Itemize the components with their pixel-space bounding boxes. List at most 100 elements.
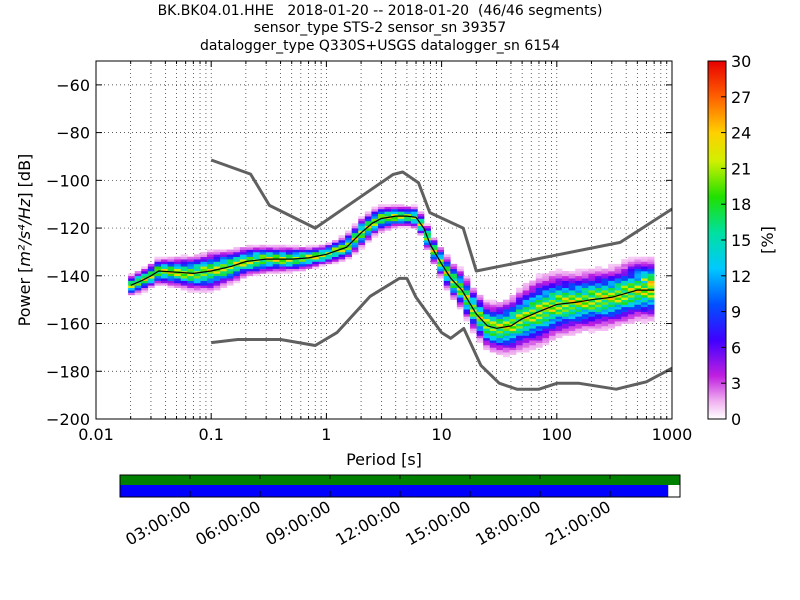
heatmap-cell bbox=[535, 275, 543, 279]
heatmap-cell bbox=[160, 263, 168, 267]
heatmap-cell bbox=[496, 345, 504, 348]
heatmap-cell bbox=[285, 271, 293, 274]
heatmap-cell bbox=[410, 211, 418, 215]
heatmap-cell bbox=[371, 225, 379, 229]
heatmap-cell bbox=[443, 275, 451, 279]
y-axis: −200 −180 −160 −140 −120 −100 −80 −60 bbox=[46, 76, 672, 429]
heatmap-cell bbox=[594, 313, 602, 317]
heatmap-cell bbox=[522, 342, 530, 346]
heatmap-cell bbox=[608, 287, 616, 291]
heatmap-cell bbox=[239, 273, 247, 277]
heatmap-cell bbox=[358, 244, 366, 248]
heatmap-cell bbox=[299, 251, 306, 255]
heatmap-cell bbox=[417, 220, 425, 224]
heatmap-cell bbox=[627, 294, 635, 298]
heatmap-cell bbox=[535, 292, 543, 296]
noise-model-low bbox=[211, 276, 672, 391]
heatmap-cell bbox=[614, 309, 622, 312]
heatmap-cell bbox=[233, 266, 241, 269]
y-tick-label: −80 bbox=[56, 124, 90, 143]
heatmap-cell bbox=[489, 323, 497, 327]
heatmap-cell bbox=[207, 263, 214, 267]
heatmap-cell bbox=[470, 311, 477, 315]
coverage-full-bar bbox=[120, 475, 680, 485]
heatmap-cell bbox=[496, 313, 504, 317]
heatmap-cell bbox=[601, 323, 609, 327]
heatmap-cell bbox=[351, 240, 359, 243]
heatmap-cell bbox=[594, 321, 602, 324]
heatmap-cell bbox=[555, 268, 563, 272]
heatmap-cell bbox=[535, 287, 543, 291]
heatmap-cell bbox=[364, 237, 372, 241]
heatmap-cell bbox=[233, 254, 241, 258]
heatmap-cell bbox=[647, 285, 655, 289]
heatmap-cell bbox=[502, 321, 510, 324]
heatmap-cell bbox=[621, 266, 629, 269]
heatmap-cell bbox=[614, 287, 622, 291]
heatmap-cell bbox=[450, 290, 458, 293]
heatmap-cell bbox=[581, 292, 589, 296]
heatmap-cell bbox=[555, 275, 563, 279]
heatmap-cell bbox=[535, 280, 543, 284]
heatmap-cell bbox=[364, 223, 372, 226]
heatmap-cell bbox=[621, 313, 629, 317]
heatmap-cell bbox=[167, 261, 175, 265]
heatmap-cell bbox=[266, 259, 274, 262]
heatmap-cell bbox=[187, 275, 195, 279]
heatmap-cell bbox=[634, 268, 642, 272]
heatmap-cell bbox=[371, 223, 379, 226]
heatmap-cell bbox=[522, 340, 530, 343]
heatmap-cell bbox=[581, 275, 589, 279]
heatmap-cell bbox=[581, 311, 589, 315]
heatmap-cell bbox=[450, 263, 458, 267]
heatmap-cell bbox=[285, 268, 293, 272]
heatmap-cell bbox=[292, 249, 300, 253]
heatmap-cell bbox=[502, 340, 510, 343]
heatmap-cell bbox=[213, 282, 221, 286]
heatmap-cell bbox=[548, 311, 556, 315]
heatmap-cell bbox=[437, 259, 445, 262]
heatmap-cell bbox=[410, 225, 418, 229]
heatmap-cell bbox=[266, 266, 274, 269]
heatmap-cell bbox=[233, 263, 241, 267]
heatmap-cell bbox=[614, 280, 622, 284]
heatmap-cell bbox=[299, 266, 306, 269]
heatmap-cell bbox=[594, 325, 602, 329]
heatmap-cell bbox=[180, 256, 188, 260]
heatmap-cell bbox=[489, 299, 497, 303]
heatmap-cell bbox=[489, 345, 497, 348]
heatmap-cell bbox=[542, 321, 550, 324]
heatmap-cell bbox=[496, 323, 504, 327]
heatmap-cell bbox=[641, 256, 648, 260]
heatmap-cell bbox=[200, 259, 208, 262]
heatmap-cell bbox=[621, 261, 629, 265]
heatmap-cell bbox=[542, 311, 550, 315]
heatmap-cell bbox=[384, 225, 392, 229]
heatmap-cell bbox=[581, 316, 589, 320]
heatmap-cell bbox=[588, 280, 596, 284]
heatmap-cell bbox=[516, 335, 523, 339]
heatmap-cell bbox=[529, 330, 537, 334]
heatmap-cell bbox=[568, 273, 576, 277]
heatmap-cell bbox=[608, 294, 616, 298]
heatmap-cell bbox=[377, 218, 385, 222]
heatmap-cell bbox=[502, 349, 510, 353]
heatmap-cell bbox=[239, 251, 247, 255]
heatmap-cell bbox=[581, 297, 589, 300]
heatmap-cell bbox=[562, 325, 569, 329]
y-tick-label: −200 bbox=[46, 410, 90, 429]
heatmap-cell bbox=[562, 299, 569, 303]
heatmap-cell bbox=[266, 254, 274, 258]
heatmap-cell bbox=[621, 271, 629, 274]
heatmap-cell bbox=[476, 330, 484, 334]
heatmap-cell bbox=[568, 311, 576, 315]
heatmap-cell bbox=[535, 278, 543, 281]
heatmap-cell bbox=[548, 337, 556, 341]
heatmap-cell bbox=[226, 261, 234, 265]
heatmap-cell bbox=[502, 328, 510, 331]
heatmap-cell bbox=[581, 325, 589, 329]
heatmap-cell bbox=[193, 287, 201, 291]
heatmap-cell bbox=[529, 311, 537, 315]
coverage-tick-label: 15:00:00 bbox=[402, 497, 474, 549]
heatmap-cell bbox=[555, 311, 563, 315]
